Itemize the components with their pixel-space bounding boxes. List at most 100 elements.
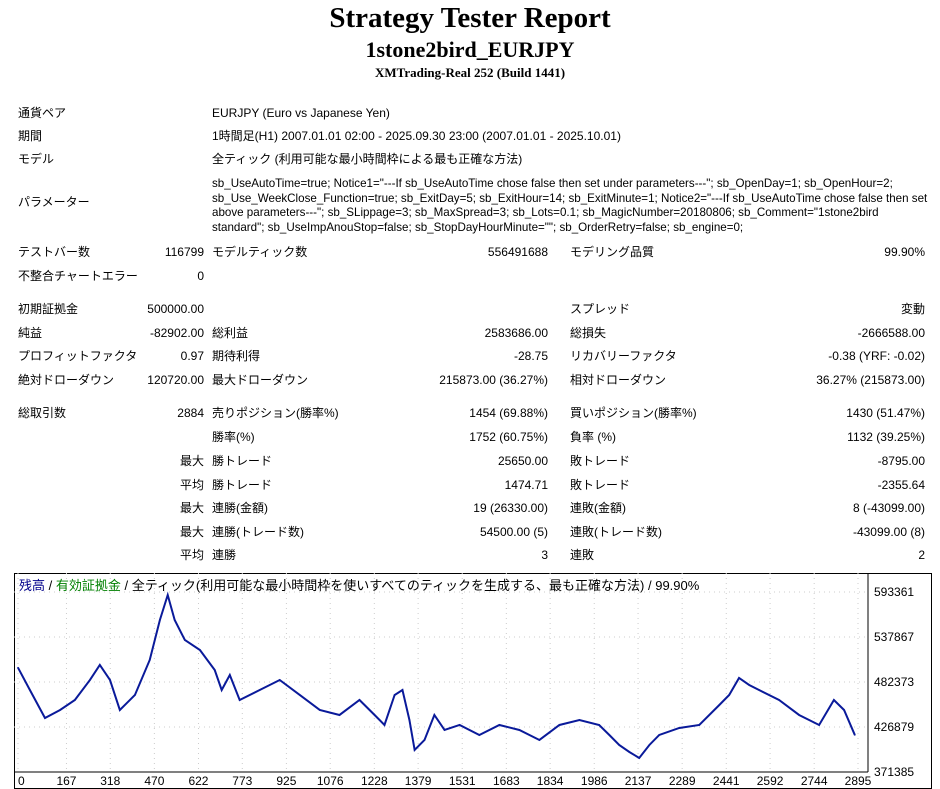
bars-value: 116799: [164, 245, 204, 259]
max-label: 最大: [179, 454, 204, 468]
balance-chart: 残高 / 有効証拠金 / 全ティック(利用可能な最小時間枠を使いすべてのティック…: [14, 573, 932, 789]
x-tick-label: 318: [100, 774, 120, 788]
balance-point: [558, 724, 561, 726]
balance-point: [818, 724, 820, 726]
quality-value: 99.90%: [884, 245, 925, 259]
x-tick-label: 773: [232, 774, 252, 788]
x-tick-label: 0: [18, 774, 25, 788]
x-tick-label: 2895: [845, 774, 872, 788]
x-tick-label: 2441: [713, 774, 740, 788]
avg-loss-value: -2355.64: [877, 478, 925, 492]
quality-label: モデリング品質: [570, 245, 655, 259]
x-tick-label: 1986: [581, 774, 608, 788]
avg-cons-wins-value: 3: [541, 548, 548, 562]
largest-loss-label: 敗トレード: [570, 454, 631, 468]
loss-rate-label: 負率 (%): [570, 430, 616, 444]
avg-cons-losses-label: 連敗: [570, 548, 595, 562]
balance-point: [383, 724, 386, 726]
balance-point: [778, 699, 780, 701]
balance-point: [298, 694, 301, 696]
gross-loss-label: 総損失: [570, 326, 607, 340]
x-tick-label: 470: [144, 774, 164, 788]
cons-wins-money-value: 19 (26330.00): [473, 501, 548, 515]
balance-point: [238, 699, 241, 701]
gross-loss-value: -2666588.00: [857, 326, 925, 340]
legend-sep: /: [45, 578, 56, 593]
legend-rest: / 全ティック(利用可能な最小時間枠を使いすべてのティックを生成する、最も正確な…: [121, 578, 700, 593]
balance-point: [17, 666, 19, 669]
balance-point: [648, 744, 651, 746]
balance-point: [748, 684, 750, 686]
balance-point: [119, 709, 121, 711]
cons-profit-value: 54500.00 (5): [479, 525, 548, 539]
balance-point: [698, 724, 701, 726]
symbol-value: EURJPY (Euro vs Japanese Yen): [212, 106, 390, 120]
balance-point: [798, 714, 800, 716]
chart-legend: 残高 / 有効証拠金 / 全ティック(利用可能な最小時間枠を使いすべてのティック…: [19, 578, 700, 593]
balance-point: [213, 669, 216, 671]
abs-dd-value: 120720.00: [147, 373, 204, 387]
y-tick-label: 426879: [874, 720, 914, 734]
avg-cons-losses-value: 2: [918, 548, 925, 562]
payoff-value: -28.75: [513, 349, 548, 363]
balance-point: [433, 714, 436, 716]
short-label: 売りポジション(勝率%): [212, 406, 339, 420]
x-tick-label: 1531: [449, 774, 476, 788]
balance-point: [89, 679, 91, 681]
balance-point: [498, 724, 501, 726]
x-tick-label: 1683: [493, 774, 520, 788]
balance-point: [518, 729, 521, 731]
trades-label: 総取引数: [18, 406, 67, 420]
balance-point: [258, 689, 261, 691]
balance-point: [401, 689, 404, 691]
balance-point: [608, 734, 611, 736]
x-tick-label: 167: [56, 774, 76, 788]
x-tick-label: 1076: [317, 774, 344, 788]
trades-value: 2884: [177, 406, 204, 420]
balance-point: [44, 717, 46, 719]
rel-dd-value: 36.27% (215873.00): [816, 373, 925, 387]
cons-losses-money-value: 8 (-43099.00): [852, 501, 925, 515]
x-tick-label: 925: [276, 774, 296, 788]
loss-rate-value: 1132 (39.25%): [847, 430, 925, 444]
y-tick-label: 482373: [874, 675, 914, 689]
net-value: -82902.00: [149, 326, 204, 340]
balance-point: [658, 734, 661, 736]
balance-point: [458, 724, 461, 726]
deposit-label: 初期証拠金: [18, 302, 79, 316]
symbol-label: 通貨ペア: [18, 106, 67, 120]
x-tick-label: 1379: [405, 774, 432, 788]
balance-point: [393, 694, 396, 696]
balance-point: [443, 729, 446, 731]
balance-point: [408, 719, 411, 721]
x-tick-label: 2744: [801, 774, 828, 788]
balance-point: [173, 619, 176, 621]
balance-point: [358, 699, 361, 701]
avg-loss-label: 敗トレード: [570, 478, 631, 492]
balance-point: [638, 757, 641, 759]
long-label: 買いポジション(勝率%): [570, 406, 697, 420]
avg-cons-wins-label: 連勝: [212, 548, 237, 562]
balance-point: [229, 674, 231, 676]
mismatch-value: 0: [197, 269, 204, 283]
balance-point: [413, 749, 416, 751]
max-dd-label: 最大ドローダウン: [212, 373, 309, 387]
largest-win-label: 勝トレード: [212, 454, 273, 468]
balance-point: [738, 677, 740, 679]
balance-point: [29, 689, 31, 691]
balance-point: [854, 734, 856, 736]
model-value: 全ティック (利用可能な最小時間枠による最も正確な方法): [212, 152, 523, 166]
rel-dd-label: 相対ドローダウン: [570, 373, 667, 387]
ticks-value: 556491688: [487, 245, 548, 259]
balance-point: [184, 639, 186, 641]
balance-point: [373, 714, 376, 716]
cons-loss-label: 連敗(トレード数): [570, 525, 662, 539]
period-label: 期間: [18, 129, 43, 143]
x-tick-label: 1228: [361, 774, 388, 788]
avg-label: 平均: [179, 478, 204, 492]
balance-point: [99, 664, 101, 666]
report-subtitle: 1stone2bird_EURJPY: [365, 37, 575, 62]
balance-point: [598, 724, 600, 726]
max-label: 最大: [179, 525, 204, 539]
balance-point: [220, 689, 223, 691]
